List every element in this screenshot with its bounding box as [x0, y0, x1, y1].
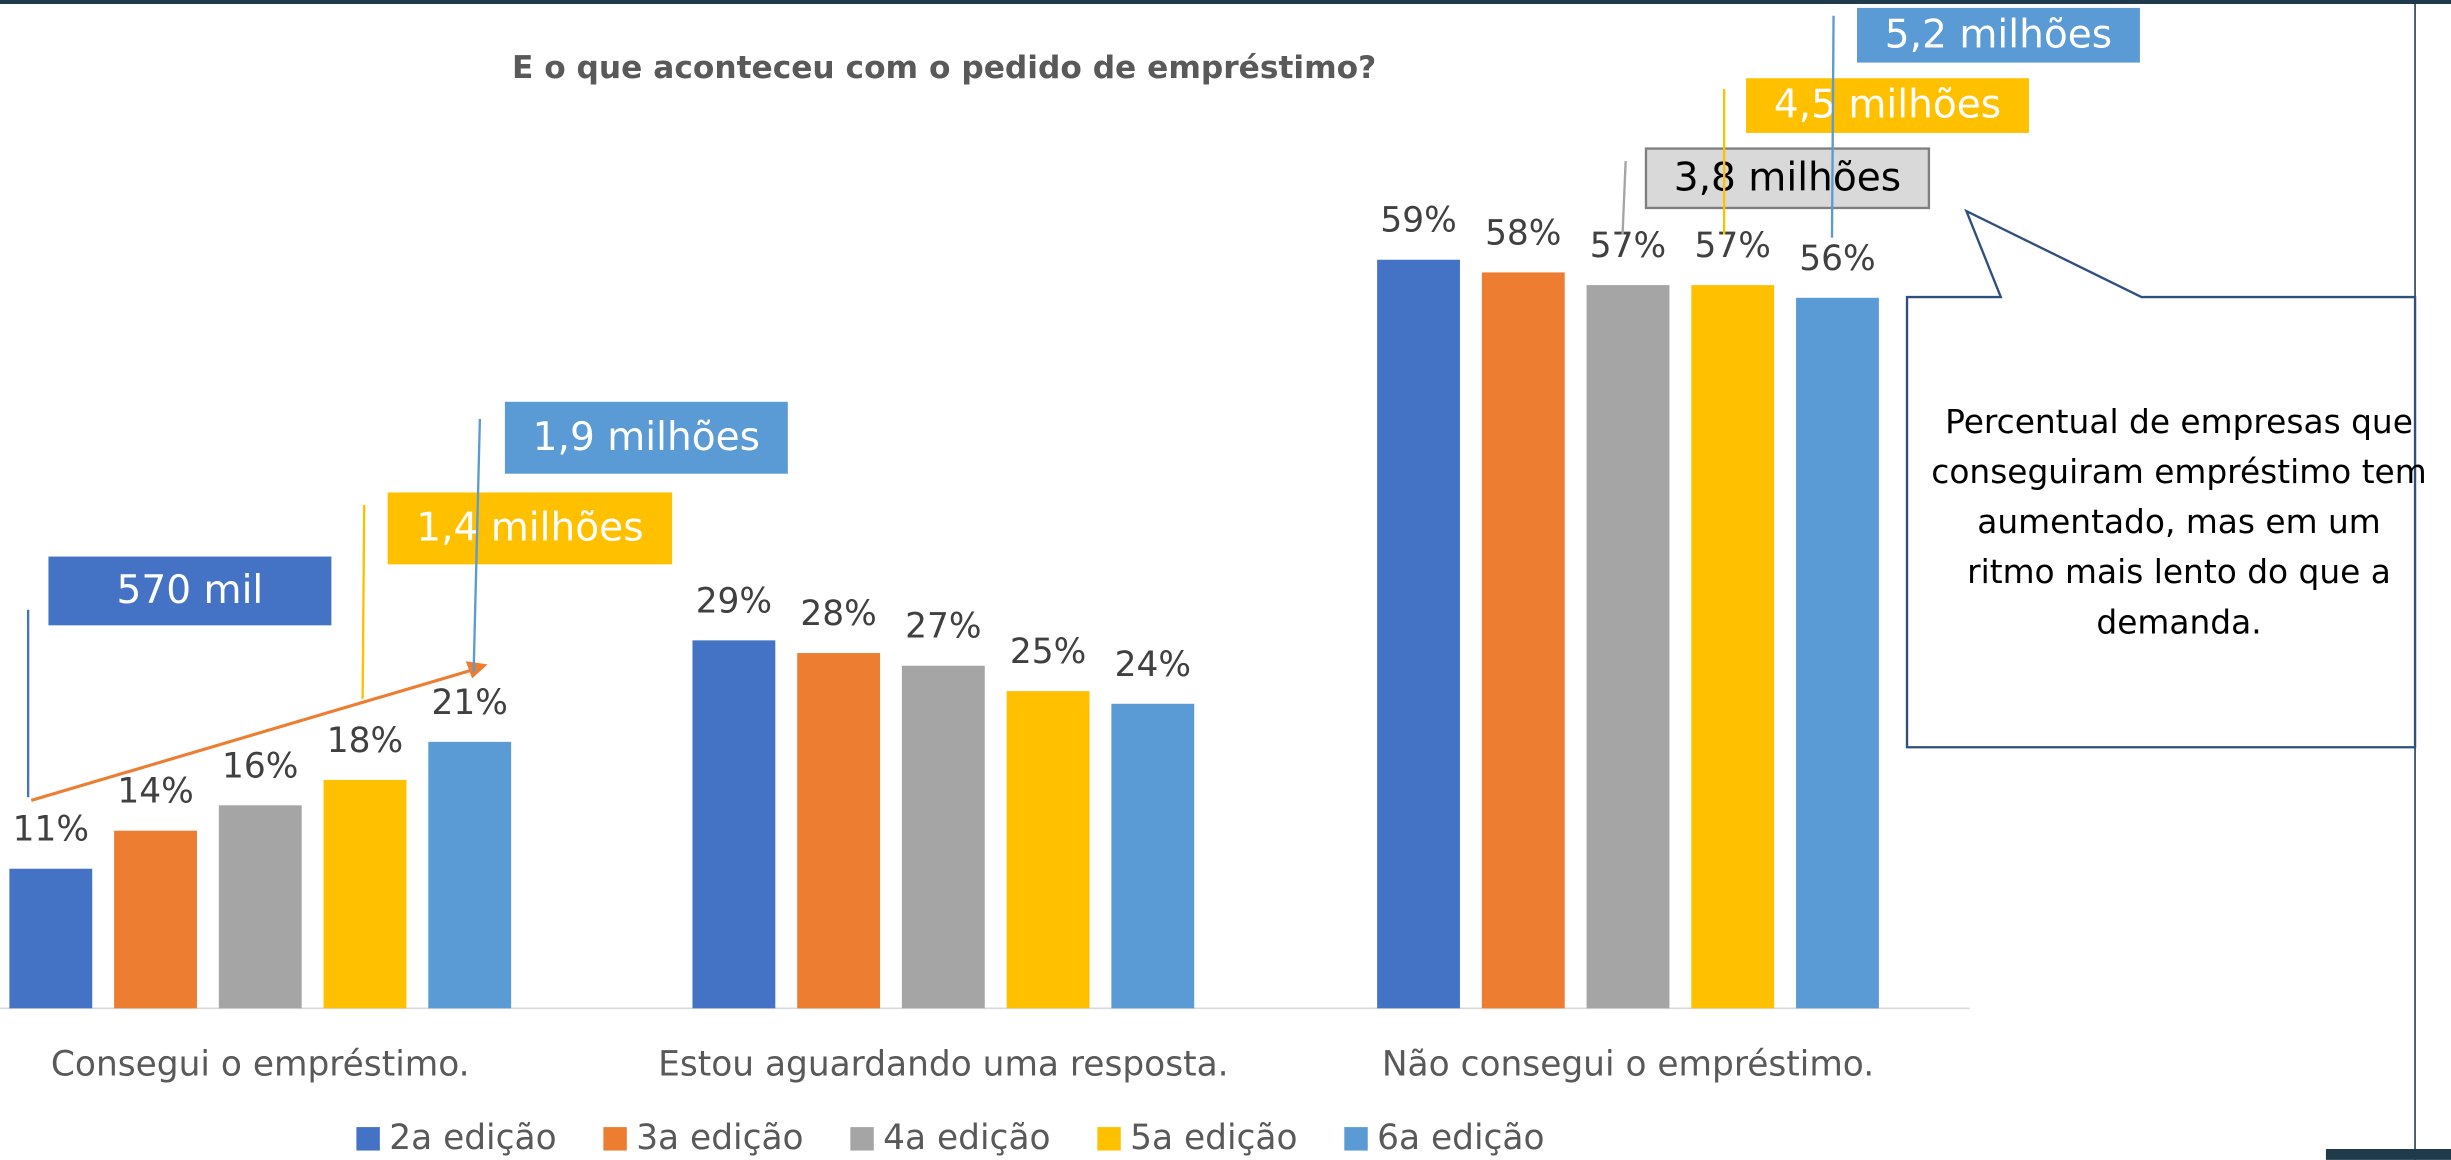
- annotation-connector: [1830, 15, 1835, 238]
- data-label: 56%: [1799, 239, 1875, 279]
- bar: [428, 741, 512, 1009]
- annotation-box: [387, 492, 673, 565]
- data-label: 21%: [432, 683, 508, 723]
- annotation-text: 4,5 milhões: [1774, 83, 2001, 128]
- data-label: 28%: [800, 594, 876, 634]
- data-label: 18%: [327, 721, 403, 761]
- legend-label: 6a edição: [1377, 1118, 1544, 1158]
- bar: [797, 653, 881, 1009]
- data-label: 11%: [13, 810, 89, 850]
- legend-swatch: [1344, 1127, 1368, 1151]
- legend-swatch: [603, 1127, 627, 1151]
- legend-label: 5a edição: [1130, 1118, 1297, 1158]
- annotation-text: 1,4 milhões: [416, 505, 643, 550]
- trend-arrow: [30, 667, 476, 802]
- data-label: 27%: [905, 607, 981, 647]
- bar: [1691, 285, 1775, 1009]
- annotation-box: [48, 556, 332, 626]
- callout-text: conseguiram empréstimo tem: [1931, 453, 2426, 491]
- annotation-box: [504, 401, 788, 474]
- trend-arrowhead: [465, 661, 488, 679]
- annotation-text: 3,8 milhões: [1674, 155, 1901, 200]
- bar: [1006, 691, 1090, 1009]
- bar: [1111, 703, 1195, 1009]
- annotation-box: [1644, 147, 1931, 210]
- bar: [692, 640, 776, 1009]
- x-tick-label: Consegui o empréstimo.: [51, 1045, 470, 1085]
- data-label: 16%: [222, 746, 298, 786]
- annotation-text: 570 mil: [117, 568, 264, 613]
- corner-shape: [2325, 1148, 2451, 1160]
- callout-text: ritmo mais lento do que a: [1967, 553, 2391, 591]
- bar: [218, 805, 302, 1009]
- annotation-text: 1,9 milhões: [533, 415, 760, 460]
- legend-swatch: [356, 1127, 380, 1151]
- data-label: 14%: [117, 772, 193, 812]
- annotation-box: [1857, 7, 2140, 63]
- data-label: 58%: [1485, 213, 1561, 253]
- x-tick-label: Estou aguardando uma resposta.: [658, 1045, 1228, 1085]
- annotation-connector: [361, 504, 366, 699]
- legend-label: 2a edição: [389, 1118, 556, 1158]
- legend-swatch: [850, 1127, 874, 1151]
- bar: [1796, 297, 1879, 1009]
- bar: [901, 665, 985, 1009]
- bar: [1481, 272, 1565, 1009]
- bar: [323, 779, 407, 1009]
- callout-text: Percentual de empresas que: [1945, 403, 2413, 441]
- x-tick-label: Não consegui o empréstimo.: [1382, 1045, 1874, 1085]
- data-label: 29%: [696, 581, 772, 621]
- legend-label: 3a edição: [636, 1118, 803, 1158]
- data-label: 24%: [1115, 645, 1191, 685]
- annotation-text: 5,2 milhões: [1885, 12, 2112, 57]
- annotation-connector: [472, 418, 482, 673]
- bar: [1377, 259, 1460, 1009]
- data-label: 59%: [1380, 201, 1456, 241]
- annotation-box: [1746, 78, 2029, 133]
- callout-box: [1905, 208, 2417, 749]
- data-label: 57%: [1695, 226, 1771, 266]
- data-label: 25%: [1010, 632, 1086, 672]
- legend-label: 4a edição: [883, 1118, 1050, 1158]
- legend-swatch: [1097, 1127, 1121, 1151]
- annotation-connector: [1621, 161, 1627, 235]
- bar: [114, 830, 197, 1009]
- data-label: 57%: [1590, 226, 1666, 266]
- chart-title: E o que aconteceu com o pedido de emprés…: [512, 50, 1376, 86]
- bar: [1586, 285, 1670, 1009]
- callout-text: demanda.: [2096, 603, 2261, 641]
- callout-text: aumentado, mas em um: [1977, 503, 2381, 541]
- bar: [9, 868, 93, 1009]
